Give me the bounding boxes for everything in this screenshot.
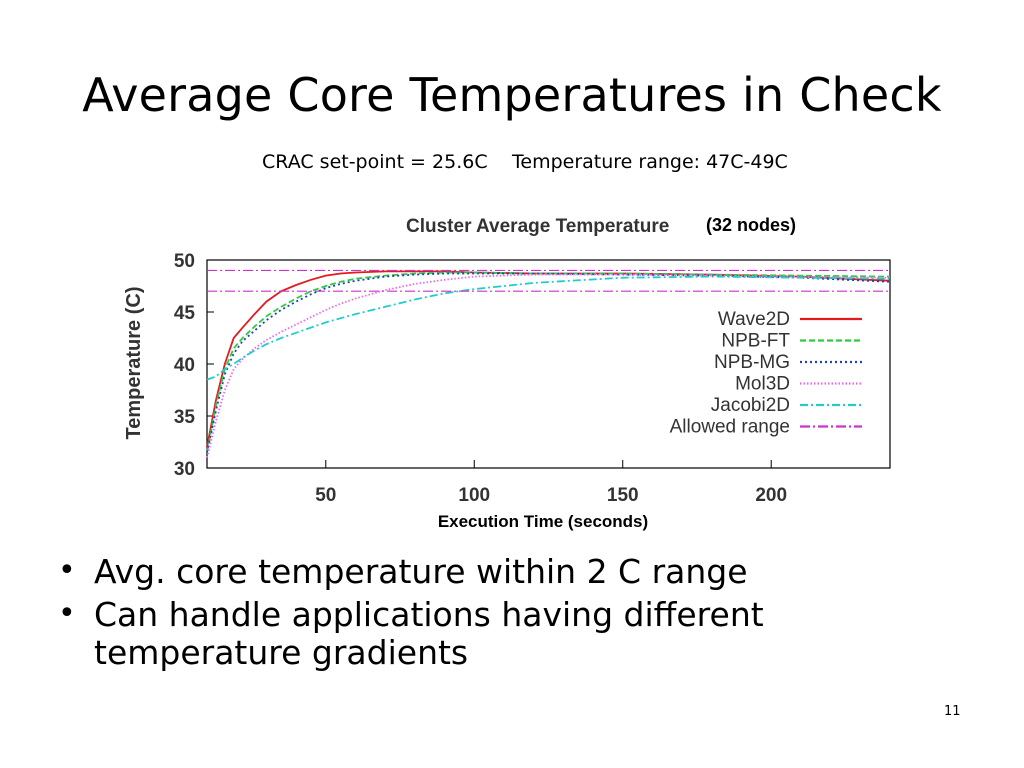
- x-tick-label: 150: [607, 485, 639, 506]
- y-tick-label: 40: [174, 355, 195, 376]
- series-jacobi2d-line: [206, 275, 891, 381]
- x-tick-label: 200: [755, 485, 787, 506]
- bullet-item: • Can handle applications having differe…: [58, 594, 938, 673]
- series-npb-ft-line: [206, 271, 891, 453]
- crac-setpoint-label: CRAC set-point = 25.6C: [262, 151, 488, 173]
- y-tick-label: 45: [174, 303, 196, 324]
- chart-title-group: Cluster Average Temperature (32 nodes): [406, 215, 796, 237]
- page-number: 11: [944, 704, 961, 719]
- temperature-range-label: Temperature range: 47C-49C: [512, 151, 788, 173]
- series-npb-mg-line: [206, 272, 891, 453]
- y-axis-label: Temperature (C): [123, 287, 145, 440]
- bullet-item: • Avg. core temperature within 2 C range: [58, 552, 938, 592]
- y-tick-label: 35: [174, 407, 196, 428]
- temperature-chart: Cluster Average Temperature (32 nodes) T…: [123, 215, 891, 531]
- legend-label: NPB-FT: [721, 331, 790, 352]
- legend-label: NPB-MG: [714, 352, 790, 373]
- legend-label: Jacobi2D: [711, 395, 790, 416]
- plot-area: 30 35 40 45 50 50 100 150 200 Wave2DNPB-FTNPB-MGM…: [174, 251, 891, 506]
- chart-title: Cluster Average Temperature: [406, 216, 669, 237]
- bullet-list: • Avg. core temperature within 2 C range…: [58, 552, 938, 677]
- bullet-dot: •: [58, 553, 76, 588]
- legend-label: Wave2D: [718, 309, 790, 330]
- x-tick-label: 50: [315, 485, 336, 506]
- x-tick-label: 100: [458, 485, 490, 506]
- legend-label: Mol3D: [735, 374, 790, 395]
- bullet-text: Avg. core temperature within 2 C range: [94, 552, 748, 591]
- series-mol3d-line: [206, 273, 891, 458]
- y-tick-label: 50: [174, 251, 195, 272]
- slide-title: Average Core Temperatures in Check: [82, 68, 942, 122]
- x-axis-label: Execution Time (seconds): [438, 512, 648, 531]
- y-tick-label: 30: [174, 459, 195, 480]
- bullet-text: Can handle applications having different…: [94, 594, 764, 673]
- bullet-dot: •: [58, 595, 76, 631]
- legend-label: Allowed range: [670, 417, 790, 438]
- chart-title-nodes: (32 nodes): [706, 215, 796, 235]
